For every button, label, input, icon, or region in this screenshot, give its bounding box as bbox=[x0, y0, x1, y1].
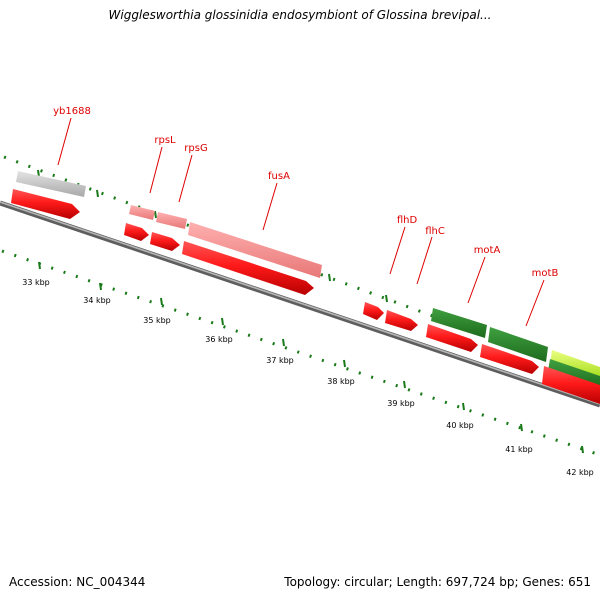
cds-rpsG-arrow[interactable] bbox=[150, 232, 180, 251]
cds-rpsL-arrow[interactable] bbox=[124, 223, 149, 241]
map-title: Wigglesworthia glossinidia endosymbiont … bbox=[108, 8, 492, 22]
gene-labels: yb1688 rpsL rpsG fusA flhD flhC motA mot… bbox=[53, 106, 558, 279]
kbp-label: 40 kbp bbox=[446, 421, 474, 430]
kbp-label: 38 kbp bbox=[327, 377, 355, 386]
cds-next-arrow[interactable] bbox=[542, 366, 600, 404]
cds-flhC-arrow[interactable] bbox=[385, 310, 418, 331]
cds-motB-arrow[interactable] bbox=[480, 344, 539, 374]
kbp-label: 35 kbp bbox=[143, 316, 171, 325]
kbp-label: 41 kbp bbox=[505, 445, 533, 454]
gene-fusA-block[interactable] bbox=[188, 222, 322, 278]
gene-label-flhD[interactable]: flhD bbox=[397, 215, 418, 226]
outer-tick-ring bbox=[3, 155, 600, 380]
cds-fusA-arrow[interactable] bbox=[182, 241, 314, 295]
gene-label-yb1688[interactable]: yb1688 bbox=[53, 106, 91, 117]
cds-motA-arrow[interactable] bbox=[426, 324, 478, 352]
kbp-label: 39 kbp bbox=[387, 399, 415, 408]
kbp-label: 37 kbp bbox=[266, 356, 294, 365]
cds-flhD-arrow[interactable] bbox=[363, 302, 384, 320]
inner-tick-ring bbox=[1, 249, 600, 457]
gene-label-motA[interactable]: motA bbox=[474, 245, 501, 256]
kbp-label: 36 kbp bbox=[205, 335, 233, 344]
inner-major-ticks bbox=[38, 261, 584, 454]
gene-label-motB[interactable]: motB bbox=[532, 268, 559, 279]
genome-backbone bbox=[0, 200, 600, 408]
accession-text: Accession: NC_004344 bbox=[9, 575, 146, 589]
kbp-label: 42 kbp bbox=[566, 468, 594, 477]
gene-rpsG-block[interactable] bbox=[156, 212, 187, 229]
gene-motA-block[interactable] bbox=[431, 308, 487, 338]
gene-rpsL-block[interactable] bbox=[129, 205, 155, 220]
kbp-label: 33 kbp bbox=[22, 278, 50, 287]
gene-label-rpsL[interactable]: rpsL bbox=[154, 135, 176, 146]
kbp-labels: 33 kbp 34 kbp 35 kbp 36 kbp 37 kbp 38 kb… bbox=[22, 278, 594, 477]
gene-yb1688-block[interactable] bbox=[16, 171, 86, 197]
gene-label-rpsG[interactable]: rpsG bbox=[184, 143, 207, 154]
gene-label-flhC[interactable]: flhC bbox=[425, 226, 445, 237]
cds-yb1688-arrow[interactable] bbox=[11, 189, 80, 219]
gene-motB-block[interactable] bbox=[488, 327, 548, 362]
gene-leader-lines bbox=[57, 117, 545, 327]
kbp-label: 34 kbp bbox=[83, 296, 111, 305]
genome-summary-text: Topology: circular; Length: 697,724 bp; … bbox=[284, 575, 591, 589]
gene-label-fusA[interactable]: fusA bbox=[268, 171, 290, 182]
feature-track bbox=[11, 171, 600, 404]
